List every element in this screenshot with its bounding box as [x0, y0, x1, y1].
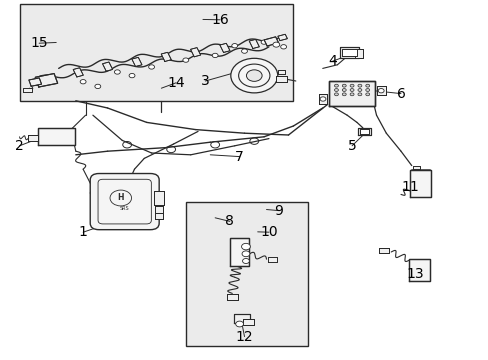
Polygon shape — [354, 49, 362, 58]
Circle shape — [114, 70, 120, 74]
Polygon shape — [229, 238, 249, 266]
Circle shape — [241, 243, 250, 250]
Polygon shape — [268, 257, 277, 262]
Text: 3: 3 — [201, 74, 209, 88]
Polygon shape — [190, 48, 200, 57]
Circle shape — [342, 93, 346, 96]
Text: SRS: SRS — [120, 206, 129, 211]
Polygon shape — [264, 37, 278, 46]
FancyBboxPatch shape — [90, 174, 159, 230]
Circle shape — [365, 93, 369, 96]
Polygon shape — [277, 34, 287, 41]
Text: 4: 4 — [327, 54, 336, 68]
Circle shape — [241, 49, 247, 53]
Polygon shape — [234, 314, 249, 323]
Polygon shape — [220, 43, 229, 53]
Polygon shape — [275, 76, 286, 82]
Circle shape — [280, 45, 286, 49]
Polygon shape — [318, 94, 327, 104]
Polygon shape — [376, 86, 385, 95]
Circle shape — [95, 84, 101, 89]
Text: 9: 9 — [274, 204, 283, 217]
Polygon shape — [155, 213, 162, 219]
Circle shape — [80, 80, 86, 84]
Circle shape — [365, 89, 369, 91]
Polygon shape — [357, 128, 370, 135]
Polygon shape — [132, 57, 142, 67]
Circle shape — [246, 70, 262, 81]
Circle shape — [129, 73, 135, 78]
Polygon shape — [155, 206, 162, 213]
Polygon shape — [340, 47, 358, 58]
Text: 5: 5 — [347, 139, 356, 153]
Polygon shape — [161, 52, 171, 62]
Polygon shape — [409, 170, 430, 197]
Circle shape — [261, 40, 266, 44]
Circle shape — [334, 93, 338, 96]
Text: 13: 13 — [406, 267, 424, 280]
Circle shape — [148, 65, 154, 69]
Circle shape — [365, 84, 369, 87]
Circle shape — [242, 258, 249, 264]
Polygon shape — [277, 70, 284, 74]
Circle shape — [342, 84, 346, 87]
Circle shape — [230, 58, 277, 93]
Text: 16: 16 — [211, 13, 228, 27]
Polygon shape — [249, 39, 259, 49]
Circle shape — [242, 251, 249, 257]
Polygon shape — [226, 294, 237, 300]
Circle shape — [357, 89, 361, 91]
Circle shape — [349, 84, 353, 87]
Circle shape — [183, 58, 188, 62]
Circle shape — [377, 89, 384, 93]
Polygon shape — [359, 129, 368, 134]
Text: 1: 1 — [79, 225, 87, 239]
Polygon shape — [38, 128, 74, 145]
Circle shape — [334, 84, 338, 87]
Text: 12: 12 — [235, 330, 253, 343]
Text: 15: 15 — [30, 36, 48, 50]
Circle shape — [334, 89, 338, 91]
Circle shape — [319, 97, 325, 101]
Text: 8: 8 — [225, 215, 234, 228]
Polygon shape — [379, 248, 388, 253]
Text: 2: 2 — [15, 139, 24, 153]
Circle shape — [110, 190, 131, 206]
Circle shape — [235, 321, 243, 327]
Circle shape — [357, 93, 361, 96]
Polygon shape — [243, 319, 253, 325]
Polygon shape — [28, 135, 38, 141]
Polygon shape — [23, 88, 32, 92]
Circle shape — [212, 53, 218, 58]
Circle shape — [272, 42, 279, 47]
Text: 11: 11 — [401, 180, 419, 194]
Polygon shape — [73, 68, 83, 77]
Polygon shape — [102, 62, 112, 71]
Circle shape — [349, 89, 353, 91]
Text: 10: 10 — [260, 225, 277, 239]
Circle shape — [231, 44, 237, 48]
Text: 14: 14 — [167, 76, 184, 90]
Text: 7: 7 — [235, 150, 244, 163]
Polygon shape — [29, 78, 41, 86]
FancyBboxPatch shape — [20, 4, 293, 101]
Polygon shape — [412, 166, 419, 169]
FancyBboxPatch shape — [185, 202, 307, 346]
Polygon shape — [154, 191, 163, 205]
Circle shape — [357, 84, 361, 87]
Text: 6: 6 — [396, 87, 405, 100]
Polygon shape — [35, 73, 58, 87]
Polygon shape — [408, 259, 429, 281]
Text: H: H — [117, 194, 124, 202]
Circle shape — [238, 64, 269, 87]
Circle shape — [349, 93, 353, 96]
Polygon shape — [328, 81, 375, 106]
Polygon shape — [342, 49, 356, 56]
Circle shape — [342, 89, 346, 91]
